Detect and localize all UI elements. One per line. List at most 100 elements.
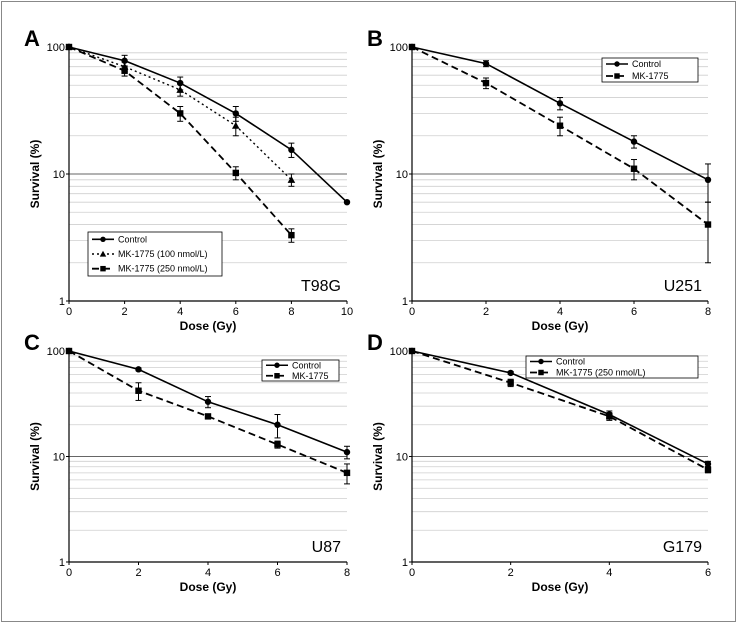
data-point-circle	[507, 369, 514, 377]
data-point-square	[288, 231, 295, 239]
x-tick-label: 2	[483, 306, 489, 318]
data-point-circle	[343, 448, 351, 456]
x-tick-label: 2	[508, 567, 514, 579]
data-point-square	[507, 379, 514, 386]
x-tick-label: 6	[705, 567, 711, 579]
panel-d: 0 2 4 6 1 10 100 Dose (Gy) Survival (%) D G179 Cont…	[367, 330, 712, 594]
data-point-circle	[274, 421, 281, 428]
x-tick-label: 8	[344, 567, 350, 579]
y-axis-title: Survival (%)	[28, 140, 42, 209]
panel-b: 0 2 4 6 8 1 10 100 Dose (Gy) Survival (%) B U251 Con…	[367, 26, 712, 333]
series-line	[411, 350, 709, 471]
x-tick-label: 0	[409, 306, 415, 318]
data-point-square	[606, 413, 613, 420]
x-tick-label: 6	[274, 567, 280, 579]
legend-label: MK-1775	[632, 71, 669, 81]
x-tick-label: 4	[557, 306, 563, 318]
series-line	[411, 350, 709, 465]
series	[65, 43, 351, 206]
data-point-square	[538, 369, 544, 376]
x-axis-title: Dose (Gy)	[532, 319, 589, 333]
series	[408, 43, 712, 264]
y-tick-label: 100	[390, 346, 408, 358]
data-point-square	[408, 43, 416, 51]
y-tick-label: 100	[390, 42, 408, 54]
y-tick-label: 10	[53, 452, 65, 464]
x-tick-label: 8	[288, 306, 294, 318]
data-point-square	[704, 466, 712, 473]
x-tick-label: 0	[409, 567, 415, 579]
y-tick-label: 1	[59, 557, 65, 569]
data-point-triangle	[99, 250, 107, 257]
legend-label: Control	[118, 234, 147, 244]
legend-label: Control	[632, 59, 661, 69]
legend-box	[525, 355, 699, 379]
data-point-triangle	[232, 121, 240, 129]
data-point-square	[614, 73, 620, 79]
data-point-triangle	[176, 86, 184, 93]
y-axis-title: Survival (%)	[371, 140, 385, 209]
legend-label: MK-1775 (250 nmol/L)	[118, 264, 208, 274]
data-point-square	[556, 122, 564, 129]
data-point-square	[177, 110, 184, 117]
x-tick-label: 6	[631, 306, 637, 318]
data-point-circle	[343, 198, 351, 206]
x-tick-label: 0	[66, 567, 72, 579]
data-point-circle	[630, 138, 638, 145]
data-point-square	[630, 165, 638, 172]
x-axis-title: Dose (Gy)	[180, 580, 237, 594]
panel-label: C	[24, 330, 40, 355]
data-point-square	[135, 387, 142, 394]
x-tick-label: 10	[341, 306, 353, 318]
x-tick-label: 4	[606, 567, 612, 579]
panel-a: 0 2 4 6 8 10 1 10 100 Dose (Gy) Survival (%) A T98G C…	[24, 26, 353, 333]
legend-label: Control	[292, 360, 321, 370]
series	[65, 43, 295, 243]
x-tick-label: 8	[705, 306, 711, 318]
x-tick-label: 0	[66, 306, 72, 318]
data-point-square	[65, 347, 73, 355]
data-point-circle	[177, 79, 184, 87]
x-tick-label: 2	[135, 567, 141, 579]
data-point-circle	[704, 460, 712, 468]
panel-label: B	[367, 26, 383, 51]
y-tick-label: 10	[396, 169, 408, 181]
y-tick-label: 100	[47, 346, 65, 358]
data-point-square	[100, 265, 106, 272]
series	[408, 43, 712, 203]
legend-label: MK-1775 (250 nmol/L)	[556, 368, 646, 378]
y-axis-title: Survival (%)	[28, 422, 42, 491]
series	[408, 347, 712, 474]
series	[65, 347, 351, 485]
y-tick-label: 100	[47, 42, 65, 54]
y-axis-title: Survival (%)	[371, 422, 385, 491]
x-tick-label: 6	[233, 306, 239, 318]
x-axis-title: Dose (Gy)	[532, 580, 589, 594]
x-tick-label: 4	[177, 306, 183, 318]
data-point-circle	[538, 358, 544, 365]
series-line	[68, 46, 292, 181]
data-point-circle	[100, 236, 106, 243]
cell-line-label: T98G	[301, 278, 341, 295]
data-point-square	[274, 441, 281, 448]
y-tick-label: 1	[59, 296, 65, 308]
data-point-square	[204, 413, 212, 420]
data-point-square	[232, 169, 239, 177]
legend-label: MK-1775	[292, 371, 329, 381]
data-point-triangle	[287, 176, 296, 183]
legend-label: Control	[556, 357, 585, 367]
x-axis-title: Dose (Gy)	[180, 319, 237, 333]
y-tick-label: 10	[396, 452, 408, 464]
x-tick-label: 2	[122, 306, 128, 318]
data-point-circle	[204, 398, 212, 405]
data-point-square	[121, 67, 128, 74]
series-line	[68, 46, 348, 203]
data-point-circle	[614, 61, 620, 67]
y-tick-label: 1	[402, 296, 408, 308]
data-point-square	[65, 43, 73, 51]
y-tick-label: 1	[402, 557, 408, 569]
